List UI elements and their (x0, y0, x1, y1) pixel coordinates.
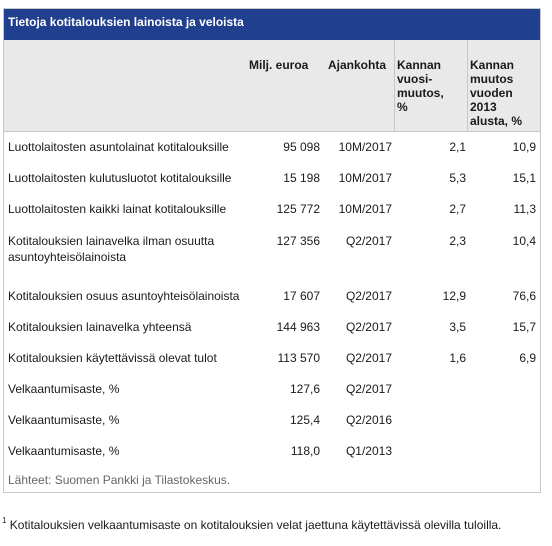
row-value: 127 356 (276, 234, 320, 248)
header-period: Ajankohta (327, 58, 386, 72)
row-value: 95 098 (283, 140, 320, 154)
row-label: Luottolaitosten asuntolainat kotitalouks… (8, 140, 229, 154)
row-value: 127,6 (289, 382, 320, 396)
row-annual-change: 2,1 (449, 140, 466, 154)
row-period: 10M/2017 (338, 140, 392, 154)
row-label: Luottolaitosten kulutusluotot kotitalouk… (8, 171, 232, 185)
row-change-since-2013: 10,9 (512, 140, 536, 154)
row-label: Kotitalouksien osuus asuntoyhteisölainoi… (8, 289, 240, 303)
row-period: 10M/2017 (338, 202, 392, 216)
row-value: 17 607 (283, 289, 320, 303)
row-change-since-2013: 11,3 (513, 202, 536, 216)
row-annual-change: 1,6 (449, 351, 466, 365)
header-divider (394, 40, 395, 132)
row-change-since-2013: 10,4 (512, 234, 536, 248)
row-period: Q2/2017 (345, 351, 392, 365)
row-label: Kotitalouksien lainavelka ilman osuutta … (8, 234, 215, 264)
row-value: 144 963 (276, 320, 320, 334)
row-period: 10M/2017 (338, 171, 392, 185)
row-label: Velkaantumisaste, % (8, 444, 120, 458)
footnote: 1 Kotitalouksien velkaantumisaste on kot… (2, 516, 502, 532)
row-period: Q2/2017 (345, 320, 392, 334)
row-label: Velkaantumisaste, % (8, 382, 120, 396)
row-period: Q2/2017 (345, 289, 392, 303)
row-label: Luottolaitosten kaikki lainat kotitalouk… (8, 202, 227, 216)
row-change-since-2013: 15,1 (512, 171, 536, 185)
row-value: 113 570 (277, 351, 321, 365)
row-annual-change: 2,3 (449, 234, 466, 248)
header-change-since-2013: Kannan muutos vuoden 2013 alusta, % (470, 58, 523, 128)
row-change-since-2013: 15,7 (512, 320, 536, 334)
header-divider (467, 40, 468, 132)
row-annual-change: 3,5 (449, 320, 466, 334)
row-annual-change: 12,9 (442, 289, 466, 303)
footnote-text: Kotitalouksien velkaantumisaste on kotit… (9, 518, 502, 532)
table-title: Tietoja kotitalouksien lainoista ja velo… (4, 9, 540, 40)
row-period: Q2/2017 (345, 382, 392, 396)
header-value: Milj. euroa (249, 58, 309, 72)
row-value: 118,0 (290, 444, 320, 458)
row-change-since-2013: 76,6 (512, 289, 536, 303)
row-annual-change: 2,7 (449, 202, 466, 216)
header-annual-change: Kannan vuosi-muutos, % (397, 58, 444, 114)
row-period: Q2/2017 (345, 234, 392, 248)
row-annual-change: 5,3 (449, 171, 466, 185)
debt-table: Tietoja kotitalouksien lainoista ja velo… (3, 8, 541, 493)
row-label: Kotitalouksien käytettävissä olevat tulo… (8, 351, 217, 365)
footnote-marker: 1 (2, 516, 7, 525)
row-change-since-2013: 6,9 (519, 351, 536, 365)
row-period: Q2/2016 (345, 413, 392, 427)
row-period: Q1/2013 (345, 444, 392, 458)
row-value: 15 198 (283, 171, 320, 185)
row-value: 125 772 (276, 202, 320, 216)
row-value: 125,4 (289, 413, 320, 427)
row-label: Kotitalouksien lainavelka yhteensä (8, 320, 192, 334)
row-label: Velkaantumisaste, % (8, 413, 120, 427)
table-header: Milj. euroa Ajankohta Kannan vuosi-muuto… (4, 40, 540, 132)
source-note: Lähteet: Suomen Pankki ja Tilastokeskus. (8, 473, 231, 487)
